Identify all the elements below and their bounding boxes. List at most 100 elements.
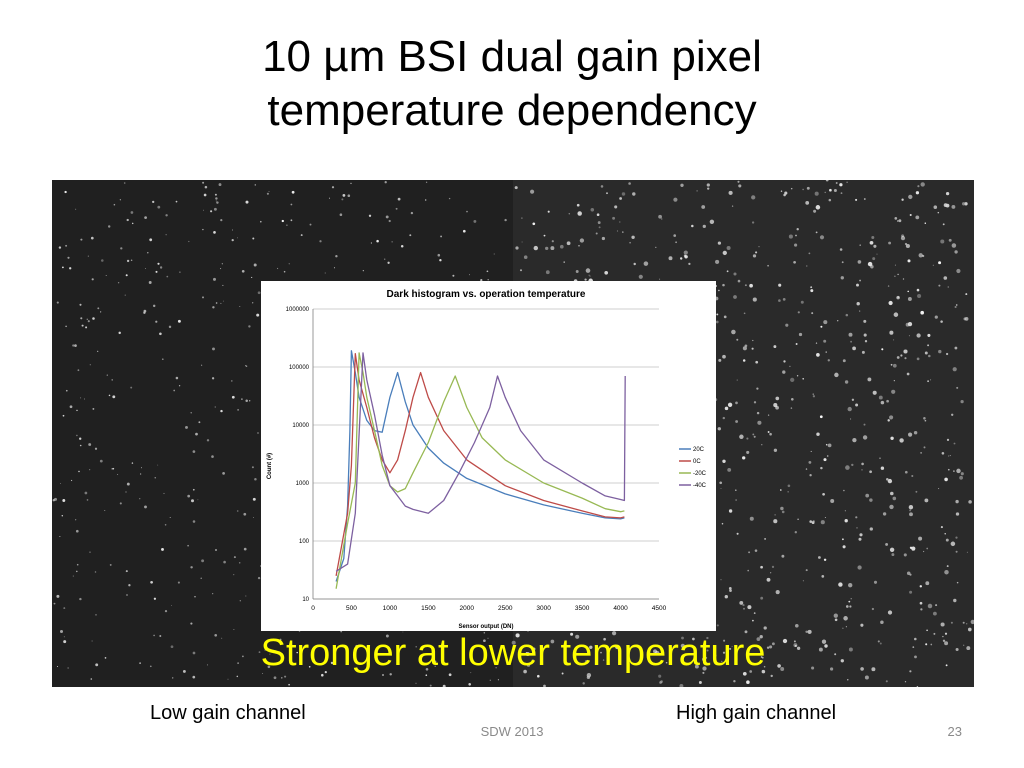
speckle (852, 346, 856, 351)
speckle (251, 466, 254, 469)
y-tick-label: 10000 (292, 423, 309, 429)
speckle (384, 258, 386, 260)
speckle (139, 473, 142, 475)
speckle (933, 632, 936, 635)
speckle (967, 627, 972, 632)
speckle (736, 532, 739, 535)
y-tick-label: 10 (302, 597, 309, 603)
speckle (838, 582, 843, 587)
speckle (355, 644, 358, 648)
speckle (339, 213, 343, 216)
speckle (886, 478, 889, 481)
speckle (959, 475, 964, 480)
speckle (299, 645, 301, 647)
speckle (919, 601, 923, 605)
speckle (126, 259, 130, 263)
speckle (872, 257, 876, 261)
speckle (844, 519, 848, 523)
speckle (779, 489, 782, 491)
speckle (144, 505, 147, 509)
speckle (785, 323, 789, 327)
speckle (811, 666, 815, 670)
speckle (469, 274, 470, 276)
speckle (660, 680, 663, 683)
speckle (415, 645, 417, 648)
speckle (893, 380, 895, 382)
speckle (67, 256, 70, 259)
speckle (751, 195, 756, 200)
speckle (821, 575, 825, 578)
speckle (119, 199, 121, 201)
speckle (746, 680, 750, 684)
speckle (63, 636, 65, 638)
speckle (213, 231, 216, 234)
speckle (531, 659, 535, 663)
speckle (823, 558, 827, 562)
speckle (889, 330, 894, 335)
x-tick-label: 3500 (575, 605, 590, 612)
speckle (943, 203, 948, 207)
speckle (887, 285, 890, 287)
speckle (91, 278, 94, 281)
speckle (810, 450, 812, 452)
speckle (798, 332, 803, 337)
speckle (871, 667, 876, 672)
speckle (76, 563, 79, 566)
speckle (519, 269, 523, 272)
speckle (220, 302, 222, 304)
speckle (370, 242, 373, 244)
speckle (789, 365, 791, 368)
speckle (840, 659, 844, 663)
speckle (842, 359, 846, 363)
speckle (956, 268, 961, 274)
speckle (756, 387, 759, 390)
speckle (111, 379, 113, 381)
speckle (680, 643, 685, 648)
speckle (350, 182, 352, 185)
speckle (532, 222, 536, 226)
speckle (104, 510, 106, 511)
speckle (385, 215, 389, 219)
tick-layer: 10 100 1000 10000 100000 1000000 0 500 1000 1500 2… (286, 307, 667, 612)
speckle (845, 313, 849, 317)
speckle (954, 346, 958, 350)
speckle (845, 626, 847, 628)
speckle (92, 407, 95, 410)
speckle (290, 219, 293, 222)
speckle (104, 657, 107, 659)
speckle (65, 325, 67, 328)
speckle (932, 611, 937, 616)
speckle (231, 395, 235, 399)
speckle (56, 301, 59, 304)
speckle (215, 200, 217, 202)
speckle (153, 634, 155, 637)
speckle (368, 214, 372, 217)
speckle (733, 679, 736, 683)
speckle (192, 651, 196, 655)
speckle (773, 345, 777, 349)
speckle (619, 197, 622, 200)
speckle (319, 240, 322, 243)
speckle (79, 597, 82, 601)
speckle (324, 272, 326, 274)
speckle (241, 655, 244, 658)
speckle (955, 304, 958, 306)
speckle (742, 346, 747, 351)
speckle (766, 646, 770, 649)
speckle (185, 425, 188, 429)
speckle (308, 666, 311, 668)
speckle (631, 235, 635, 239)
speckle (597, 221, 601, 225)
speckle (97, 350, 99, 353)
speckle (679, 684, 684, 687)
speckle (954, 305, 957, 309)
speckle (157, 464, 159, 466)
speckle (149, 665, 152, 668)
speckle (269, 653, 271, 655)
speckle (787, 491, 789, 493)
speckle (742, 456, 746, 460)
speckle (659, 278, 661, 280)
speckle (749, 516, 754, 521)
speckle (62, 414, 65, 417)
speckle (876, 253, 878, 255)
